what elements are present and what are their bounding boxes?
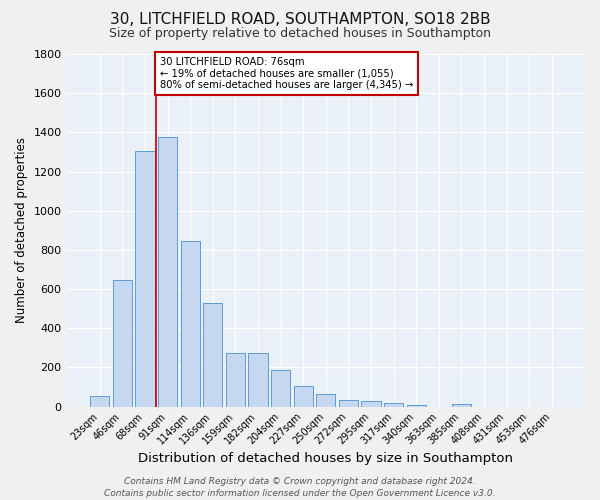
Bar xyxy=(293,386,313,406)
X-axis label: Distribution of detached houses by size in Southampton: Distribution of detached houses by size … xyxy=(138,452,513,465)
Bar xyxy=(181,241,200,406)
Bar xyxy=(452,404,471,406)
Bar xyxy=(136,151,155,406)
Text: 30 LITCHFIELD ROAD: 76sqm
← 19% of detached houses are smaller (1,055)
80% of se: 30 LITCHFIELD ROAD: 76sqm ← 19% of detac… xyxy=(160,57,413,90)
Bar xyxy=(384,402,403,406)
Bar xyxy=(316,394,335,406)
Bar xyxy=(226,352,245,406)
Text: Contains HM Land Registry data © Crown copyright and database right 2024.
Contai: Contains HM Land Registry data © Crown c… xyxy=(104,476,496,498)
Bar xyxy=(407,405,426,406)
Bar xyxy=(158,137,177,406)
Bar xyxy=(90,396,109,406)
Bar xyxy=(248,352,268,406)
Bar xyxy=(203,303,223,406)
Y-axis label: Number of detached properties: Number of detached properties xyxy=(15,138,28,324)
Bar xyxy=(339,400,358,406)
Bar xyxy=(361,400,380,406)
Text: 30, LITCHFIELD ROAD, SOUTHAMPTON, SO18 2BB: 30, LITCHFIELD ROAD, SOUTHAMPTON, SO18 2… xyxy=(110,12,490,28)
Bar xyxy=(271,370,290,406)
Text: Size of property relative to detached houses in Southampton: Size of property relative to detached ho… xyxy=(109,28,491,40)
Bar xyxy=(113,280,132,406)
